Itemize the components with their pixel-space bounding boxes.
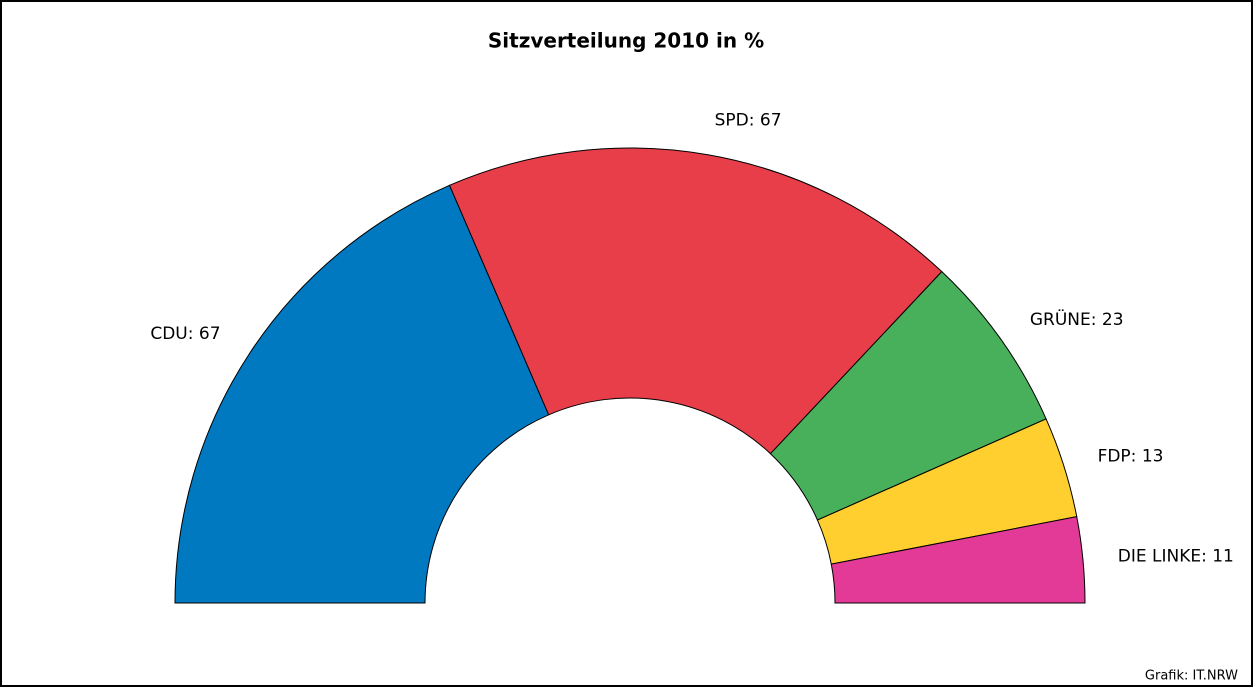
data-label: CDU: 67 — [150, 324, 220, 344]
segment — [448, 147, 943, 455]
data-label: GRÜNE: 23 — [1030, 308, 1124, 330]
data-label: DIE LINKE: 11 — [1118, 546, 1234, 566]
segment — [830, 516, 1086, 604]
chart-title: Sitzverteilung 2010 in % — [488, 29, 764, 53]
data-label: SPD: 67 — [715, 110, 782, 130]
source: Grafik: IT.NRW — [1145, 669, 1238, 684]
data-label: FDP: 13 — [1098, 446, 1164, 466]
segment — [174, 184, 550, 604]
